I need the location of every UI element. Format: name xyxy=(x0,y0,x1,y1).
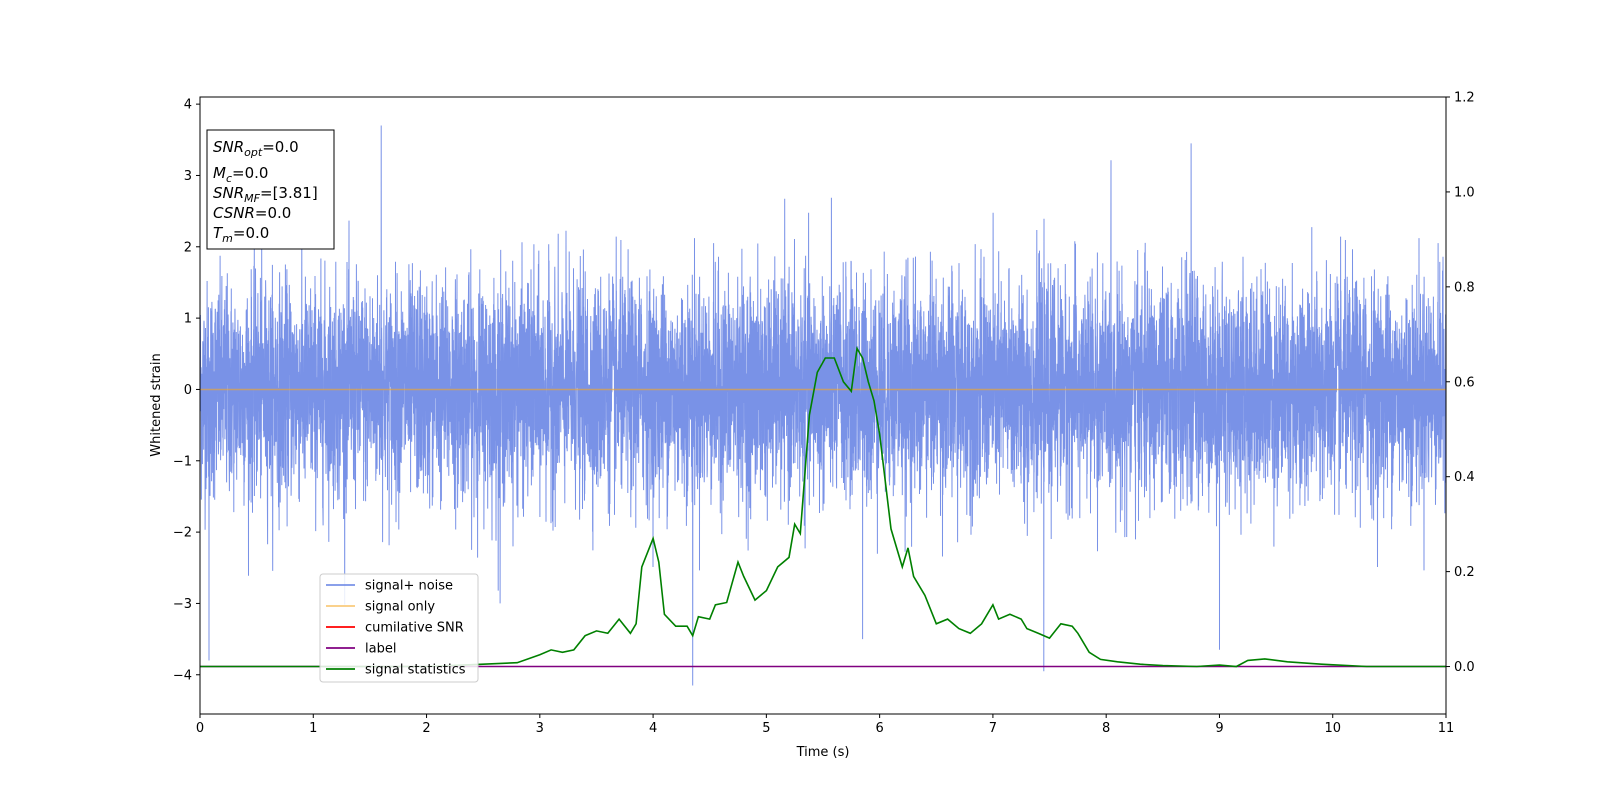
legend-label: label xyxy=(365,642,396,657)
x-axis: 0 1 2 3 4 5 6 7 8 9 10 11 xyxy=(196,714,1454,736)
x-tick-label: 7 xyxy=(989,721,997,736)
x-tick-label: 5 xyxy=(762,721,770,736)
info-csnr: CSNR=0.0 xyxy=(213,204,291,222)
y2-tick-label: 0.2 xyxy=(1454,565,1475,580)
y2-tick-label: 1.2 xyxy=(1454,91,1475,106)
y-tick-label: −1 xyxy=(173,454,192,469)
legend-label: cumilative SNR xyxy=(365,621,464,636)
info-box: SNRopt=0.0 Mc=0.0 SNRMF=[3.81] CSNR=0.0 … xyxy=(206,129,335,250)
y-tick-label: 3 xyxy=(184,169,192,184)
y-axis-left: 4 3 2 1 0 −1 −2 −3 −4 xyxy=(173,98,200,683)
y-tick-label: −2 xyxy=(173,526,192,541)
legend-label: signal statistics xyxy=(365,663,466,678)
y-tick-label: 4 xyxy=(184,98,192,113)
y-axis-right: 1.2 1.0 0.8 0.6 0.4 0.2 0.0 xyxy=(1446,91,1475,675)
y2-tick-label: 0.6 xyxy=(1454,375,1475,390)
legend: signal+ noise signal only cumilative SNR la… xyxy=(319,573,479,683)
axes-frame xyxy=(199,96,1447,715)
legend-label: signal only xyxy=(365,600,435,615)
y-tick-label: 0 xyxy=(184,383,192,398)
info-tm: Tm=0.0 xyxy=(213,224,269,245)
y-tick-label: −3 xyxy=(173,597,192,612)
x-tick-label: 8 xyxy=(1102,721,1110,736)
y2-tick-label: 0.4 xyxy=(1454,470,1475,485)
x-tick-label: 4 xyxy=(649,721,657,736)
y2-tick-label: 0.8 xyxy=(1454,280,1475,295)
y-tick-label: −4 xyxy=(173,668,192,683)
legend-box xyxy=(319,573,479,683)
x-tick-label: 2 xyxy=(422,721,430,736)
y2-tick-label: 1.0 xyxy=(1454,185,1475,200)
info-mc: Mc=0.0 xyxy=(213,164,268,185)
info-snr-mf: SNRMF=[3.81] xyxy=(213,184,318,205)
y-axis-label: Whitened strain xyxy=(149,353,164,456)
series-signal-statistics xyxy=(200,346,1446,668)
x-tick-label: 0 xyxy=(196,721,204,736)
x-tick-label: 9 xyxy=(1215,721,1223,736)
y-tick-label: 1 xyxy=(184,312,192,327)
x-tick-label: 6 xyxy=(875,721,883,736)
series-signal-plus-noise xyxy=(199,125,1447,686)
legend-label: signal+ noise xyxy=(365,579,453,594)
x-tick-label: 11 xyxy=(1438,721,1455,736)
x-tick-label: 10 xyxy=(1324,721,1341,736)
x-axis-label: Time (s) xyxy=(796,745,850,760)
x-tick-label: 3 xyxy=(536,721,544,736)
y2-tick-label: 0.0 xyxy=(1454,660,1475,675)
y-tick-label: 2 xyxy=(184,240,192,255)
x-tick-label: 1 xyxy=(309,721,317,736)
info-snr-opt: SNRopt=0.0 xyxy=(213,138,299,159)
